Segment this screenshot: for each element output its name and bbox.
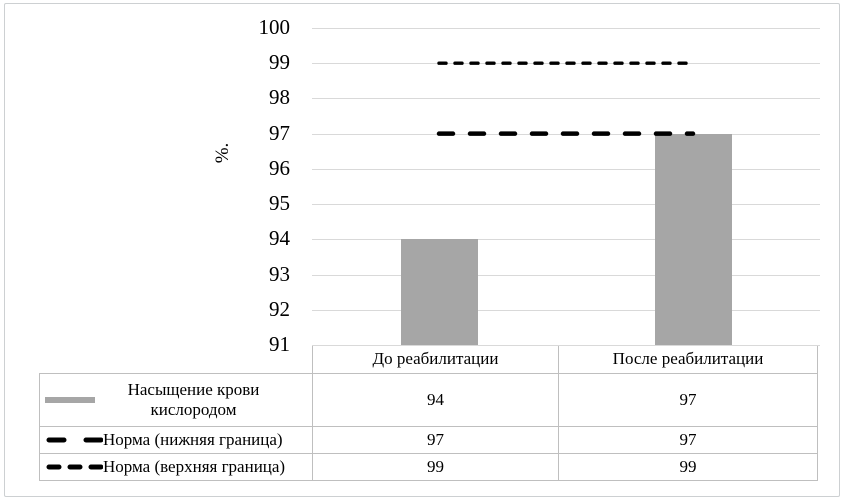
gridline bbox=[312, 274, 820, 276]
legend-label-saturation: Насыщение крови кислородом bbox=[127, 379, 260, 419]
y-axis-tick-label: 93 bbox=[269, 261, 290, 286]
y-axis-tick-label: 96 bbox=[269, 155, 290, 180]
gridline bbox=[312, 345, 820, 346]
bar-swatch-icon bbox=[45, 397, 103, 403]
gridline bbox=[312, 168, 820, 170]
gridline bbox=[312, 98, 820, 100]
value-lower-norm-after: 97 bbox=[559, 427, 817, 453]
value-lower-norm-before: 97 bbox=[313, 427, 558, 453]
gridline bbox=[312, 28, 820, 29]
dash-short-icon bbox=[45, 463, 103, 471]
gridline bbox=[312, 309, 820, 311]
value-upper-norm-after: 99 bbox=[559, 454, 817, 480]
category-header-1: До реабилитации bbox=[313, 346, 558, 373]
dash-long-icon bbox=[45, 436, 103, 444]
category-header-row: До реабилитации После реабилитации bbox=[312, 345, 818, 373]
legend-item-lower-norm: Норма (нижняя граница) bbox=[40, 427, 312, 453]
data-table: Насыщение крови кислородом 94 97 Норма (… bbox=[39, 373, 818, 481]
legend-item-upper-norm: Норма (верхняя граница) bbox=[40, 454, 312, 480]
category-header-2: После реабилитации bbox=[559, 346, 817, 373]
value-upper-norm-before: 99 bbox=[313, 454, 558, 480]
y-axis-tick-label: 92 bbox=[269, 296, 290, 321]
legend-label-upper-norm: Норма (верхняя граница) bbox=[103, 456, 286, 476]
legend-label-lower-norm: Норма (нижняя граница) bbox=[103, 429, 283, 449]
y-axis-tick-label: 98 bbox=[269, 85, 290, 110]
plot-area bbox=[312, 28, 820, 346]
y-axis-tick-label: 97 bbox=[269, 120, 290, 145]
line-series-svg bbox=[436, 61, 696, 136]
value-saturation-before: 94 bbox=[313, 374, 558, 426]
gridline bbox=[312, 239, 820, 241]
y-axis-tick-label: 99 bbox=[269, 50, 290, 75]
y-axis-ticks: 100 99 98 97 96 95 94 93 92 91 bbox=[0, 17, 291, 355]
y-axis-tick-label: 100 bbox=[258, 15, 291, 40]
y-axis-tick-label: 91 bbox=[269, 332, 290, 357]
value-saturation-after: 97 bbox=[559, 374, 817, 426]
legend-item-saturation: Насыщение крови кислородом bbox=[40, 374, 312, 426]
bar-0 bbox=[400, 239, 478, 345]
y-axis-tick-label: 94 bbox=[269, 226, 290, 251]
gridline bbox=[312, 204, 820, 206]
bar-1 bbox=[654, 133, 732, 345]
y-axis-tick-label: 95 bbox=[269, 191, 290, 216]
